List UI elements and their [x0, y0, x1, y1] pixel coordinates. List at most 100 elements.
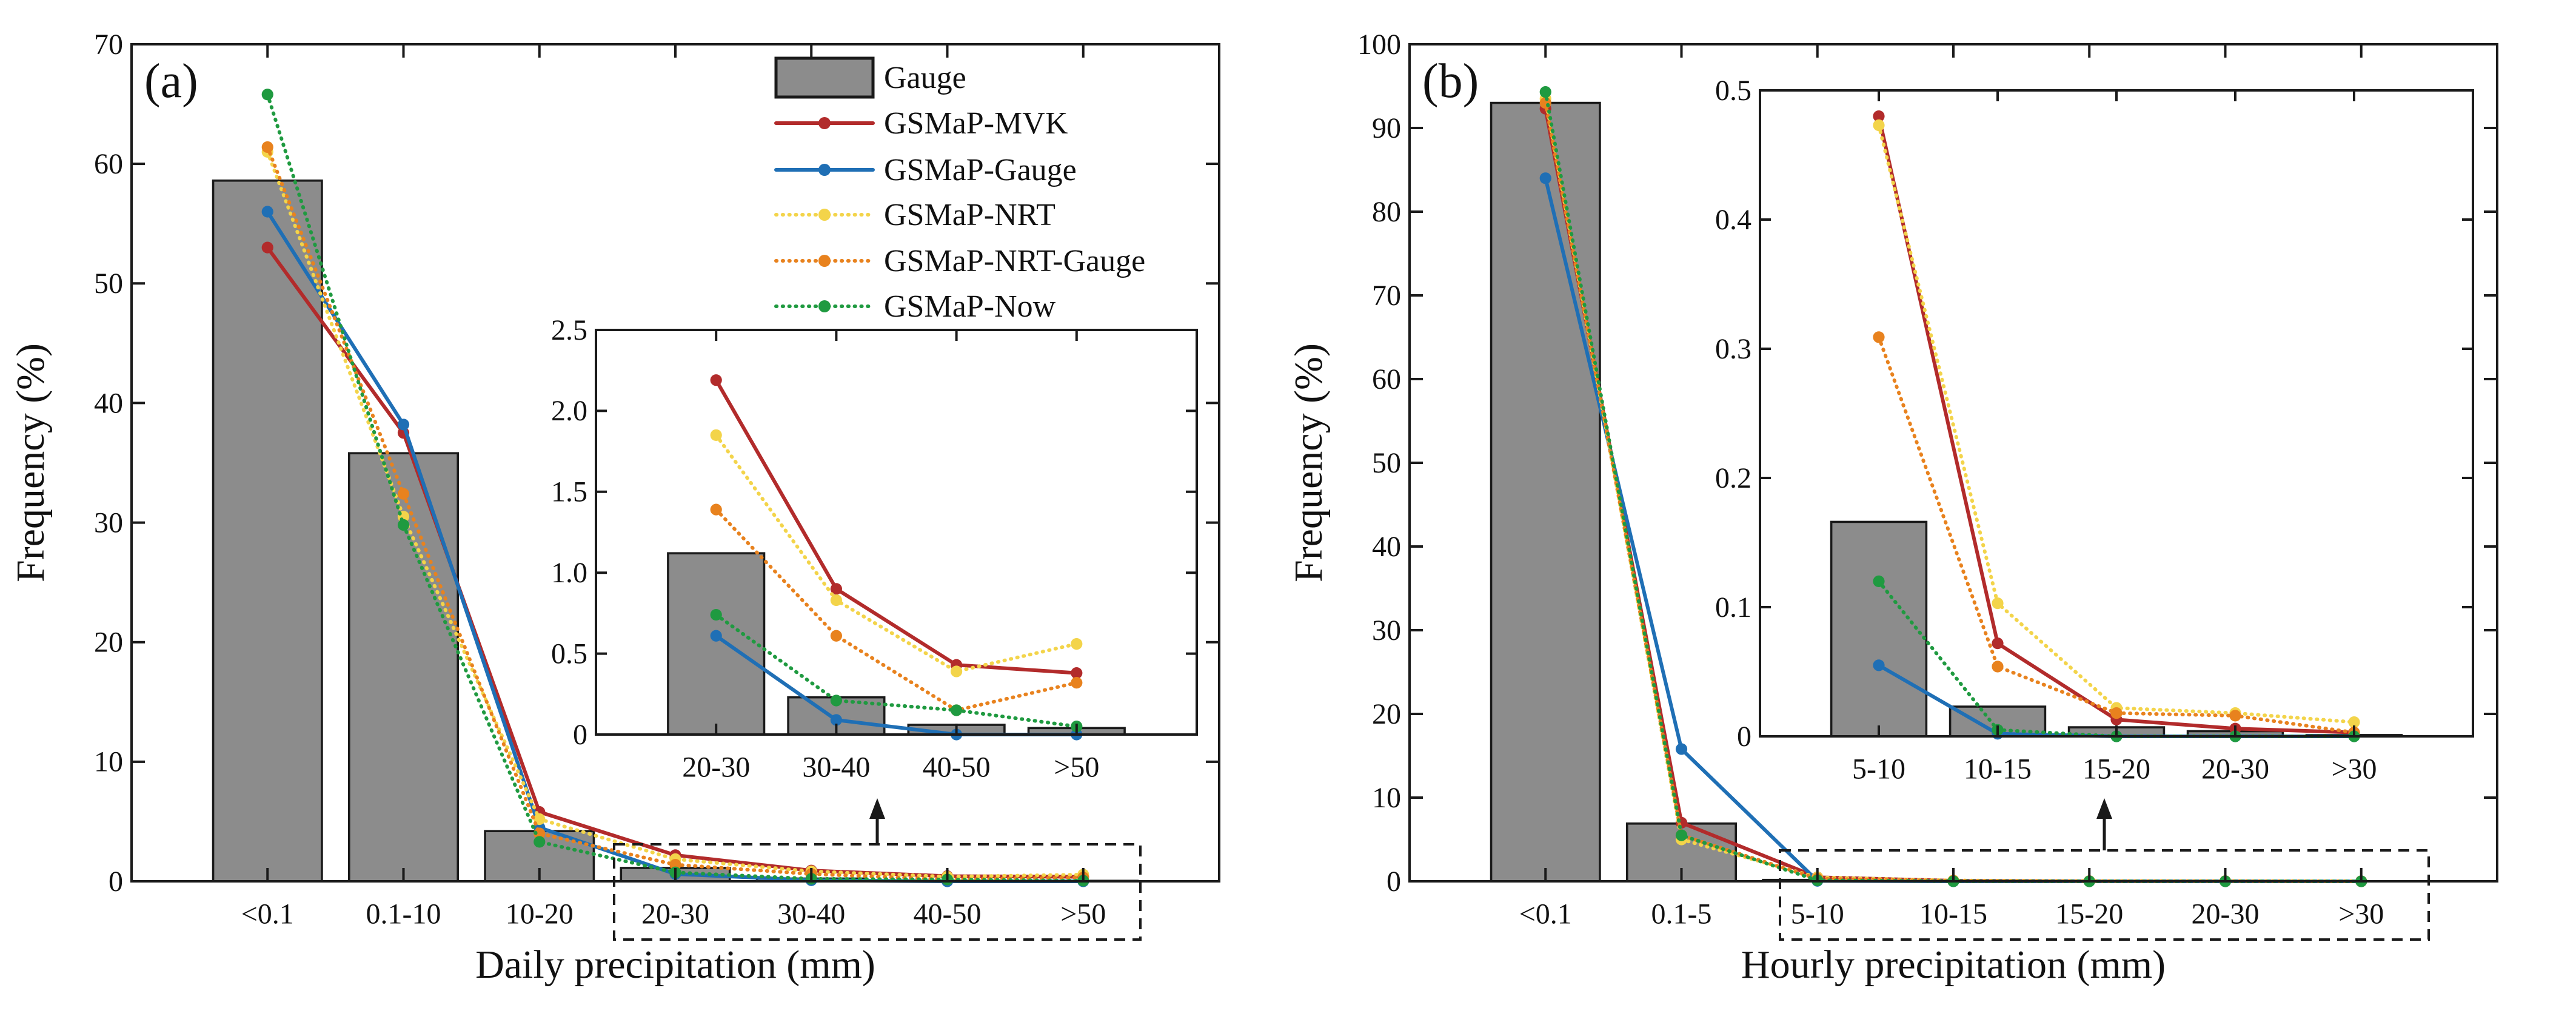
- legend-swatch-marker: [818, 255, 831, 267]
- inset-point-gsmap-nrt-gauge-3: [2110, 707, 2123, 719]
- inset-point-gsmap-mvk-4: [1071, 667, 1083, 679]
- xtick-label: 20-30: [2192, 898, 2260, 930]
- inset-ytick-label: 0.3: [1715, 333, 1751, 365]
- inset-point-gsmap-nrt-gauge-4: [2229, 710, 2241, 722]
- inset-point-gsmap-nrt-2: [830, 594, 842, 607]
- inset-point-gsmap-nrt-1: [710, 429, 722, 442]
- legend-label: GSMaP-NRT-Gauge: [884, 244, 1145, 278]
- inset-ytick-label: 1.5: [551, 476, 587, 508]
- inset-ytick-label: 0.5: [551, 637, 587, 670]
- inset-xtick-label: 20-30: [2201, 753, 2269, 785]
- legend: Gauge GSMaP-MVK GSMaP-Gauge GSMaP-NRT GSMaP-…: [774, 56, 1145, 324]
- xtick-label: 10-15: [1919, 898, 1987, 930]
- legend-item-gsmap-nrt: GSMaP-NRT: [774, 198, 1055, 232]
- xtick-label: >50: [1060, 898, 1106, 930]
- inset-point-gsmap-nrt-3: [951, 665, 963, 678]
- xtick-label: 40-50: [914, 898, 982, 930]
- inset-xtick-label: 40-50: [923, 752, 991, 784]
- inset-point-gsmap-nrt-2: [1992, 597, 2004, 610]
- ytick-label: 30: [1372, 614, 1401, 647]
- inset-point-gsmap-nrt-gauge-2: [830, 630, 842, 642]
- inset-ytick-label: 2.5: [551, 314, 587, 346]
- inset-point-gsmap-now-2: [830, 694, 842, 707]
- xtick-label: <0.1: [241, 898, 294, 930]
- ytick-label: 0: [1387, 866, 1401, 898]
- inset-xtick-label: 30-40: [802, 752, 870, 784]
- point-gsmap-now-2: [397, 519, 410, 531]
- bar-gauge-1: [1490, 101, 1601, 883]
- ytick-label: 0: [109, 866, 123, 898]
- xtick-label: 10-20: [506, 898, 574, 930]
- xtick-label: 20-30: [641, 898, 709, 930]
- inset-bar-gauge-1: [1830, 520, 1928, 738]
- legend-swatch-bar: [774, 56, 875, 99]
- point-gsmap-mvk-1: [261, 241, 273, 254]
- legend-item-gsmap-now: GSMaP-Now: [774, 289, 1056, 324]
- ytick-label: 80: [1372, 196, 1401, 228]
- inset-line-gsmap-mvk: [714, 378, 1079, 675]
- zoom-region-box: [1779, 849, 2430, 941]
- point-gsmap-now-3: [534, 836, 546, 848]
- inset-point-gsmap-nrt-5: [2348, 716, 2360, 728]
- inset-point-gsmap-nrt-4: [1071, 637, 1083, 650]
- inset-point-gsmap-mvk-2: [830, 583, 842, 595]
- ytick-label: 50: [1372, 447, 1401, 479]
- inset-point-gsmap-gauge-2: [830, 714, 842, 726]
- xtick-label: >30: [2338, 898, 2384, 930]
- inset-ytick-label: 0: [573, 719, 587, 751]
- ytick-label: 70: [94, 29, 123, 61]
- xtick-label: <0.1: [1519, 898, 1572, 930]
- zoom-arrow-head-icon: [869, 798, 885, 819]
- legend-label: GSMaP-Gauge: [884, 153, 1077, 187]
- inset-point-gsmap-nrt-gauge-4: [1071, 677, 1083, 689]
- ytick-label: 60: [94, 148, 123, 180]
- inset-axes-frame: [595, 329, 1198, 736]
- ytick-label: 60: [1372, 363, 1401, 395]
- point-gsmap-gauge-2: [397, 419, 410, 431]
- legend-item-gsmap-nrt-gauge: GSMaP-NRT-Gauge: [774, 244, 1145, 278]
- inset-point-gsmap-nrt-gauge-2: [1992, 661, 2004, 673]
- ytick-label: 70: [1372, 280, 1401, 312]
- legend-swatch-marker: [818, 209, 831, 221]
- ytick-label: 40: [94, 387, 123, 419]
- ytick-label: 10: [1372, 782, 1401, 814]
- inset-xtick-label: 10-15: [1964, 753, 2032, 785]
- legend-item-gsmap-mvk: GSMaP-MVK: [774, 106, 1068, 141]
- panel-label: (b): [1422, 55, 1479, 108]
- xtick-label: 0.1-10: [366, 898, 441, 930]
- ytick-label: 10: [94, 746, 123, 778]
- point-gsmap-nrt-gauge-3: [534, 827, 546, 839]
- legend-label: GSMaP-Now: [884, 289, 1056, 324]
- point-gsmap-gauge-2: [1675, 743, 1688, 755]
- inset-xtick-label: 20-30: [682, 752, 750, 784]
- ytick-label: 30: [94, 506, 123, 539]
- inset-bar-gauge-1: [667, 552, 766, 736]
- inset-line-gsmap-nrt: [714, 433, 1079, 673]
- inset-point-gsmap-now-3: [951, 704, 963, 716]
- inset-point-gsmap-now-1: [1873, 575, 1885, 588]
- ytick-label: 20: [94, 627, 123, 659]
- inset-ytick-label: 1.0: [551, 557, 587, 589]
- zoom-arrow-head-icon: [2096, 798, 2112, 819]
- inset-line-gsmap-now: [714, 613, 1079, 728]
- legend-swatch-marker: [818, 300, 831, 312]
- inset-chart: 0 0.5 1.0 1.5 2.0 2.5 20-30 30-40 40-50 >50: [551, 314, 1198, 784]
- inset-ytick-label: 0: [1737, 721, 1751, 753]
- legend-swatch-marker: [818, 117, 831, 129]
- x-axis-label: Hourly precipitation (mm): [1741, 943, 2166, 987]
- legend-item-gauge: Gauge: [774, 56, 966, 99]
- panel-label: (a): [144, 55, 198, 108]
- inset-point-gsmap-nrt-1: [1873, 119, 1885, 132]
- panel-b-hourly: 0 10 20 30 40 50 60 70 80 90 100 <0.1 0.1-5 5-10 10-15…: [1286, 29, 2498, 987]
- x-axis-label: Daily precipitation (mm): [475, 943, 875, 987]
- inset-xtick-label: 15-20: [2083, 753, 2150, 785]
- inset-point-gsmap-nrt-gauge-1: [1873, 331, 1885, 343]
- xtick-label: 15-20: [2055, 898, 2123, 930]
- inset-ytick-label: 0.4: [1715, 204, 1751, 236]
- ytick-label: 40: [1372, 531, 1401, 563]
- inset-point-gsmap-gauge-1: [710, 630, 722, 642]
- inset-point-gsmap-nrt-gauge-1: [710, 503, 722, 516]
- ytick-label: 50: [94, 267, 123, 300]
- y-axis-label: Frequency (%): [1286, 343, 1331, 582]
